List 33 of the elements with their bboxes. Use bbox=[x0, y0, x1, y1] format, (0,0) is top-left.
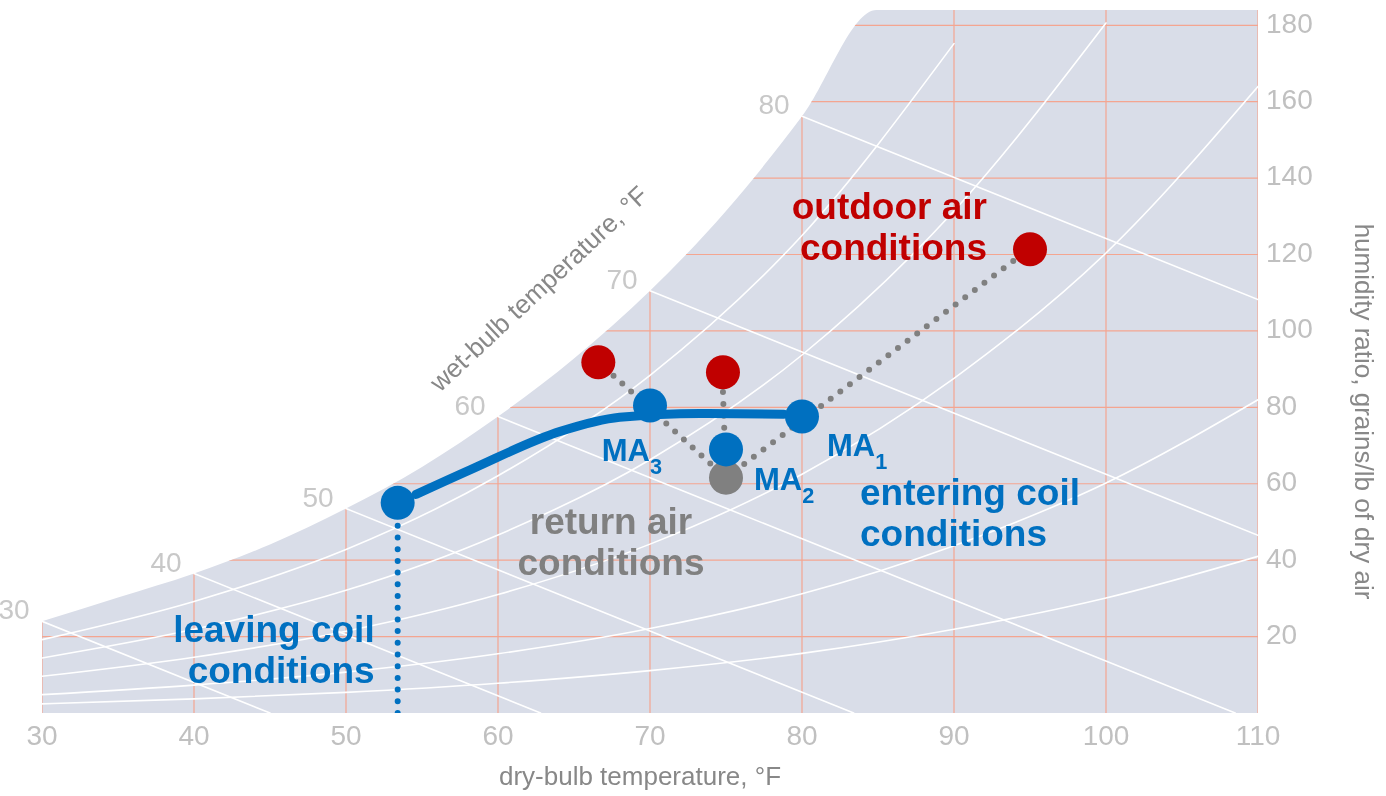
x-tick-label: 30 bbox=[26, 720, 58, 751]
x-tick-label: 90 bbox=[938, 720, 970, 751]
y-tick-label: 80 bbox=[1266, 389, 1298, 421]
x-tick-label: 110 bbox=[1235, 720, 1281, 751]
y-tick-label: 100 bbox=[1266, 313, 1313, 345]
y-tick-label: 20 bbox=[1266, 618, 1298, 650]
point bbox=[1013, 232, 1047, 267]
y-tick-label: 180 bbox=[1266, 7, 1313, 39]
x-tick-label: 60 bbox=[482, 720, 514, 751]
point bbox=[785, 399, 819, 434]
series-label: outdoor air conditions bbox=[791, 186, 987, 269]
x-tick-label: 80 bbox=[786, 720, 818, 751]
annotation: MA$_{1}$ bbox=[827, 427, 888, 474]
point bbox=[709, 432, 743, 467]
y-tick-label: 40 bbox=[1266, 542, 1298, 574]
series-label: entering coil conditions bbox=[860, 471, 1080, 554]
y-tick-label: 60 bbox=[1266, 466, 1298, 498]
x-tick-label: 70 bbox=[634, 720, 666, 751]
x-tick-label: 100 bbox=[1082, 720, 1130, 751]
y-tick-label: 160 bbox=[1266, 84, 1313, 116]
point bbox=[380, 485, 415, 520]
annotation: MA$_{3}$ bbox=[601, 433, 662, 479]
x-tick-label: 40 bbox=[178, 720, 210, 751]
x-tick-label: 50 bbox=[330, 720, 362, 751]
point bbox=[705, 355, 740, 390]
x-axis-title: dry-bulb temperature, °F bbox=[498, 761, 782, 791]
annotation: MA$_{2}$ bbox=[754, 462, 815, 508]
text: leaving coil conditions bbox=[173, 608, 375, 691]
y-tick-label: 120 bbox=[1266, 236, 1313, 268]
point bbox=[633, 388, 667, 423]
y-axis-title: humidity ratio, grains/lb of dry air bbox=[1349, 223, 1380, 600]
point bbox=[581, 345, 616, 380]
y-tick-label: 140 bbox=[1266, 160, 1313, 192]
